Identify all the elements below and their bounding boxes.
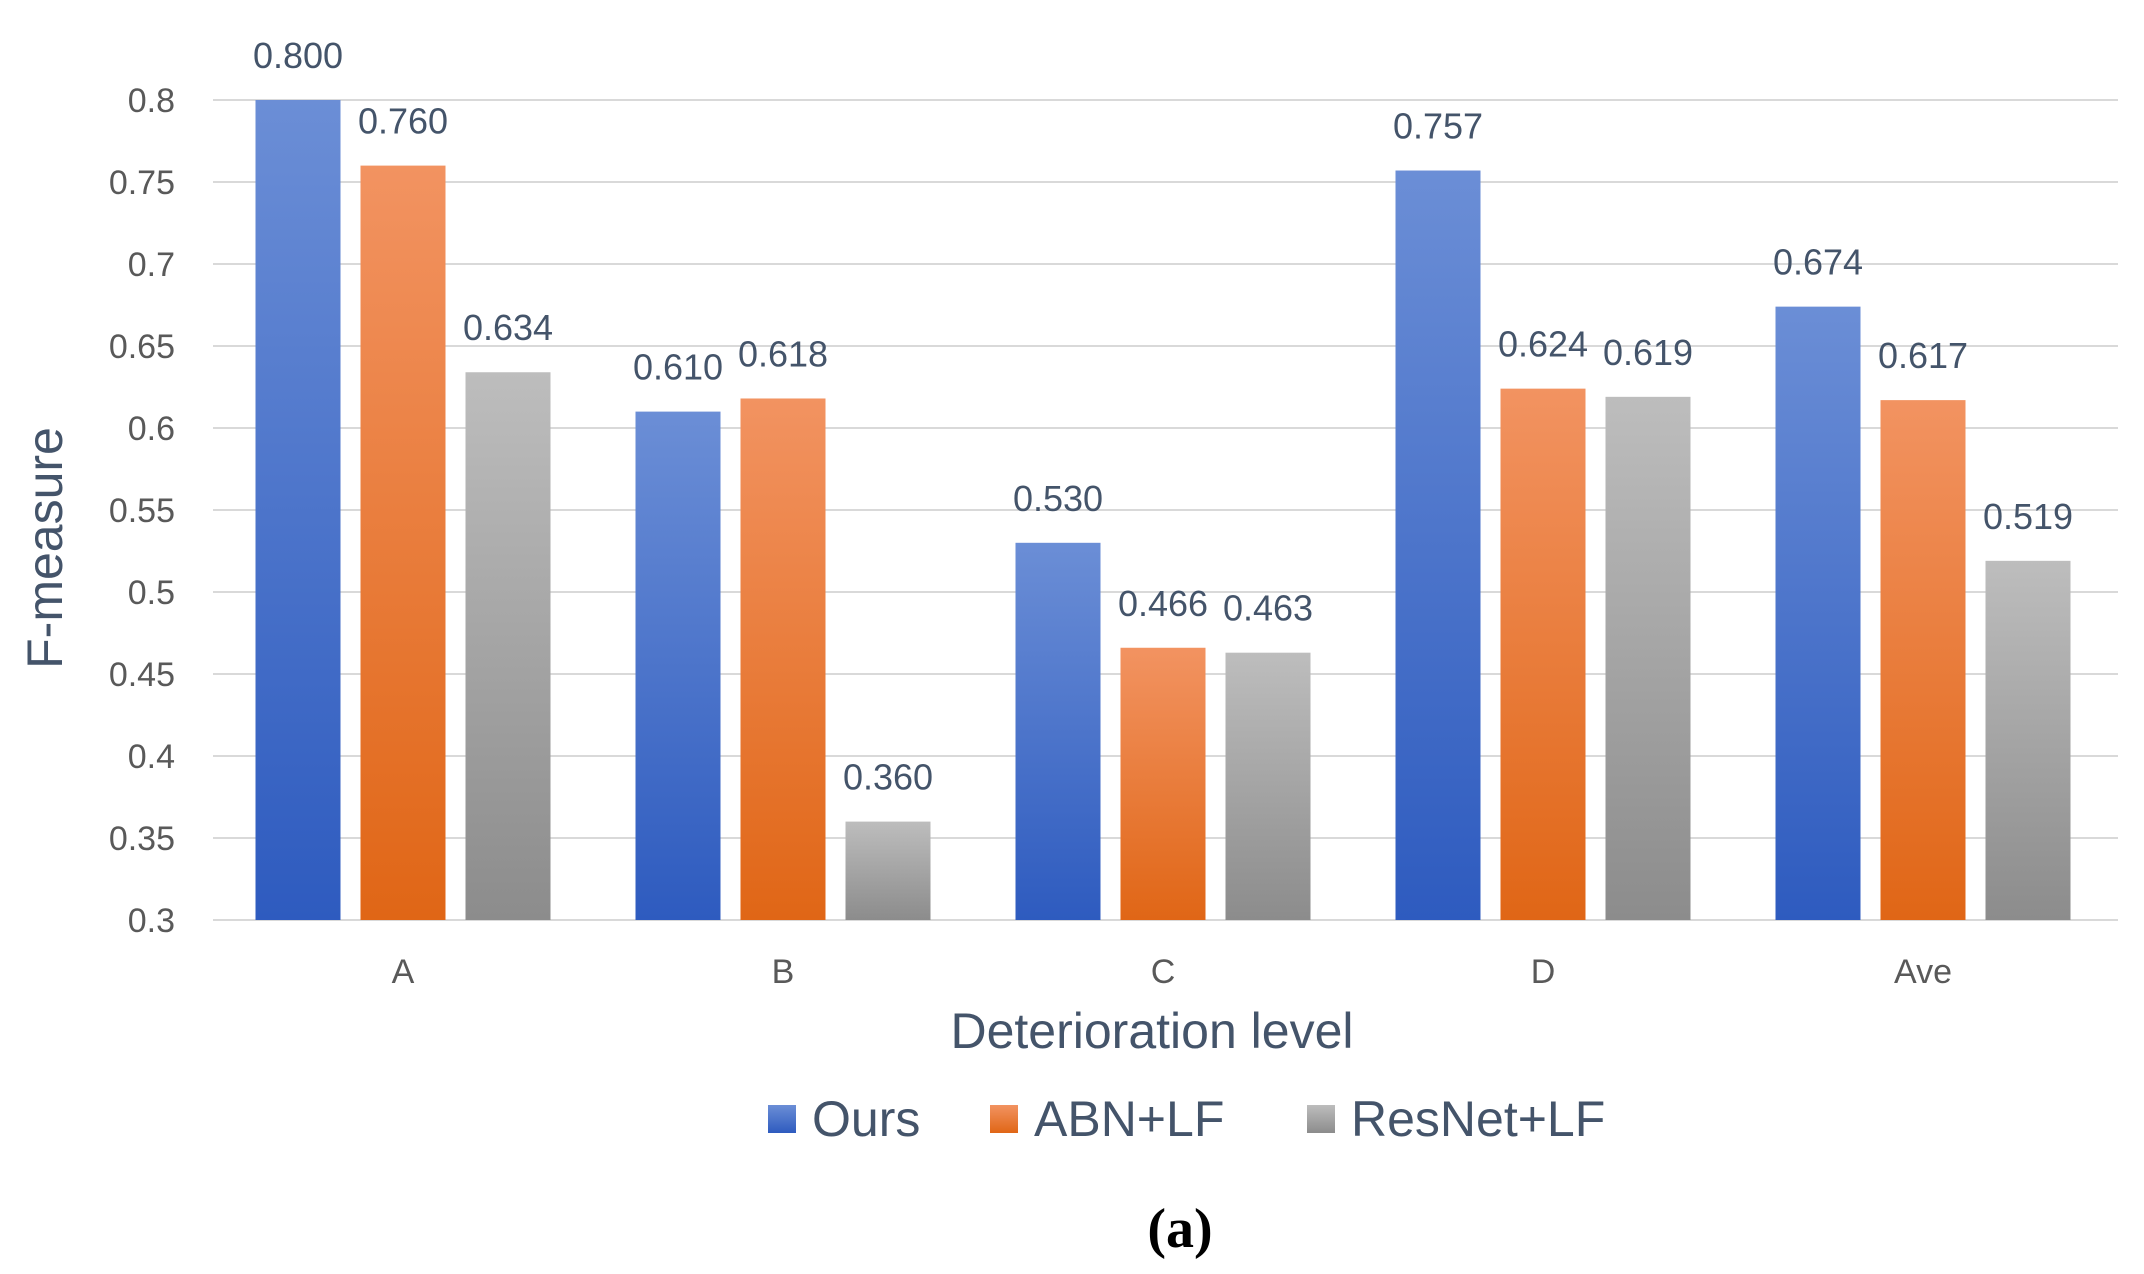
- data-label: 0.634: [463, 307, 553, 348]
- legend-item-ours: Ours: [768, 1091, 920, 1147]
- legend-swatch: [990, 1105, 1018, 1133]
- x-tick-label: C: [1151, 953, 1176, 991]
- bar-ours-ave: [1775, 306, 1861, 920]
- data-label: 0.617: [1878, 335, 1968, 376]
- y-axis-ticks: 0.3 0.35 0.4 0.45 0.5 0.55 0.6 0.65 0.7 0.75 0.8: [109, 82, 175, 940]
- data-label: 0.760: [358, 101, 448, 142]
- data-label: 0.530: [1013, 478, 1103, 519]
- x-tick-label: D: [1531, 953, 1556, 991]
- figure-caption: (a): [1147, 1198, 1212, 1260]
- y-tick-label: 0.7: [128, 246, 175, 284]
- legend-item-resnet-lf: ResNet+LF: [1307, 1091, 1605, 1147]
- y-axis-title: F-measure: [17, 427, 73, 669]
- legend: Ours ABN+LF ResNet+LF: [768, 1091, 1605, 1147]
- bar-abn-lf-a: [360, 165, 446, 921]
- legend-swatch: [768, 1105, 796, 1133]
- bar-resnet-lf-d: [1605, 396, 1691, 921]
- data-label: 0.624: [1498, 324, 1588, 365]
- data-label: 0.618: [738, 333, 828, 374]
- data-label: 0.800: [253, 35, 343, 76]
- bar-ours-d: [1395, 170, 1481, 920]
- legend-label: ResNet+LF: [1351, 1091, 1605, 1147]
- y-tick-label: 0.8: [128, 82, 175, 120]
- bar-ours-c: [1015, 542, 1101, 920]
- y-tick-label: 0.3: [128, 902, 175, 940]
- y-tick-label: 0.5: [128, 574, 175, 612]
- y-tick-label: 0.35: [109, 820, 175, 858]
- x-tick-label: B: [772, 953, 795, 991]
- data-label: 0.466: [1118, 583, 1208, 624]
- legend-label: Ours: [812, 1091, 920, 1147]
- bars: [255, 100, 2071, 921]
- y-tick-label: 0.45: [109, 656, 175, 694]
- x-axis-title: Deterioration level: [951, 1003, 1354, 1059]
- data-label: 0.674: [1773, 242, 1863, 283]
- legend-swatch: [1307, 1105, 1335, 1133]
- y-tick-label: 0.4: [128, 738, 175, 776]
- x-tick-label: A: [392, 953, 415, 991]
- bar-resnet-lf-c: [1225, 652, 1311, 920]
- bar-abn-lf-b: [740, 398, 826, 921]
- bar-ours-a: [255, 100, 341, 920]
- data-label: 0.610: [633, 347, 723, 388]
- y-tick-label: 0.6: [128, 410, 175, 448]
- data-labels: 0.800 0.760 0.634 0.610 0.618 0.360 0.530 0.466…: [253, 35, 2073, 798]
- y-tick-label: 0.55: [109, 492, 175, 530]
- bar-abn-lf-ave: [1880, 400, 1966, 920]
- data-label: 0.463: [1223, 588, 1313, 629]
- bar-ours-b: [635, 411, 721, 920]
- data-label: 0.360: [843, 757, 933, 798]
- bar-abn-lf-d: [1500, 388, 1586, 920]
- bar-resnet-lf-a: [465, 372, 551, 920]
- y-tick-label: 0.75: [109, 164, 175, 202]
- bar-resnet-lf-ave: [1985, 560, 2071, 920]
- bar-resnet-lf-b: [845, 821, 931, 920]
- x-axis-ticks: A B C D Ave: [392, 953, 1952, 991]
- y-tick-label: 0.65: [109, 328, 175, 366]
- data-label: 0.757: [1393, 106, 1483, 147]
- legend-label: ABN+LF: [1034, 1091, 1224, 1147]
- x-tick-label: Ave: [1894, 953, 1952, 991]
- data-label: 0.519: [1983, 496, 2073, 537]
- bar-abn-lf-c: [1120, 647, 1206, 920]
- data-label: 0.619: [1603, 332, 1693, 373]
- legend-item-abn-lf: ABN+LF: [990, 1091, 1224, 1147]
